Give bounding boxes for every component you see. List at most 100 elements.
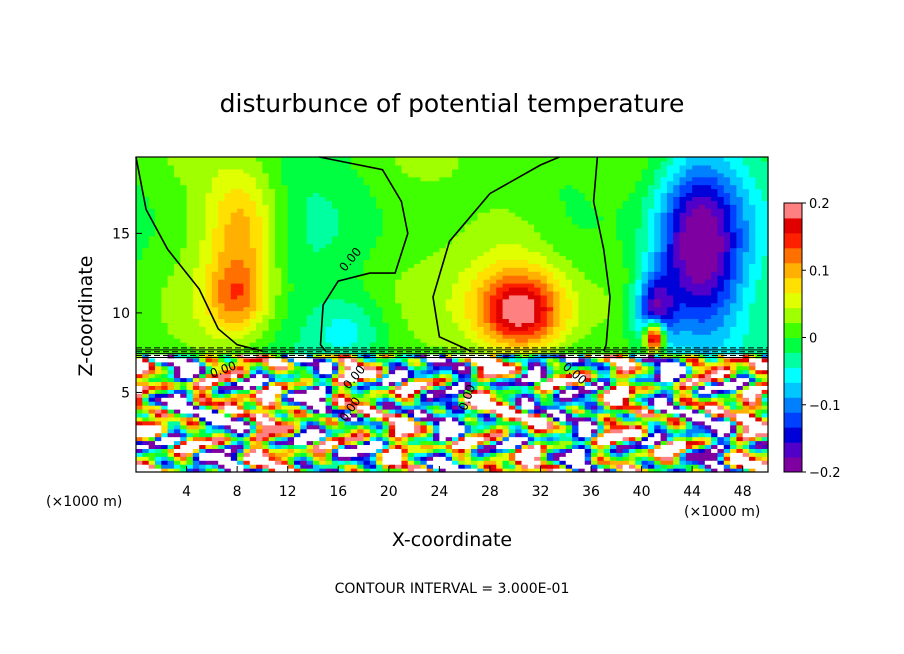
heatmap-cell [344,444,352,449]
heatmap-cell [660,401,668,406]
heatmap-cell [357,365,365,371]
heatmap-cell [414,456,421,461]
heatmap-cell [597,365,605,371]
heatmap-cell [306,353,314,359]
heatmap-cell [458,389,466,394]
heatmap-cell [148,468,156,473]
heatmap-cell [515,357,523,363]
heatmap-cell [565,357,573,363]
heatmap-cell [654,365,662,371]
heatmap-cell [610,286,617,292]
heatmap-cell [433,409,440,414]
heatmap-cell [426,412,434,418]
heatmap-cell [369,428,377,434]
heatmap-cell [445,460,453,465]
heatmap-cell [597,369,605,375]
heatmap-cell [319,381,327,386]
heatmap-cell [477,444,485,449]
heatmap-cell [622,424,630,430]
heatmap-cell [685,330,693,335]
heatmap-cell [635,452,643,457]
heatmap-cell [660,405,668,410]
heatmap-cell [749,290,756,296]
heatmap-cell [464,428,472,434]
heatmap-cell [660,318,668,323]
heatmap-cell [622,298,630,304]
heatmap-cell [470,369,478,375]
heatmap-cell [331,397,339,402]
heatmap-cell [508,334,516,339]
heatmap-cell [534,436,542,442]
heatmap-cell [723,409,731,414]
heatmap-cell [205,460,213,465]
heatmap-cell [142,353,150,359]
heatmap-cell [136,420,143,426]
heatmap-cell [464,369,472,375]
heatmap-cell [742,416,750,422]
heatmap-cell [230,424,238,430]
heatmap-cell [275,306,282,312]
heatmap-cell [173,416,181,422]
heatmap-cell [142,290,150,296]
heatmap-cell [363,397,371,402]
heatmap-cell [749,412,756,418]
heatmap-cell [205,342,213,347]
heatmap-cell [597,318,605,323]
heatmap-cell [325,448,333,453]
heatmap-cell [685,365,693,371]
heatmap-cell [647,310,655,316]
heatmap-cell [483,412,491,418]
heatmap-cell [445,452,453,457]
heatmap-cell [249,464,257,469]
heatmap-cell [584,468,592,473]
heatmap-cell [508,310,516,316]
heatmap-cell [420,385,428,390]
heatmap-cell [673,330,681,335]
heatmap-cell [186,373,194,379]
heatmap-cell [445,444,453,449]
heatmap-cell [180,342,188,347]
heatmap-cell [685,286,693,292]
heatmap-cell [483,428,491,434]
heatmap-cell [180,389,188,394]
heatmap-cell [546,326,554,331]
heatmap-cell [483,298,491,304]
heatmap-cell [148,409,156,414]
heatmap-cell [161,353,169,359]
heatmap-cell [572,306,579,312]
heatmap-cell [572,349,579,355]
heatmap-cell [237,326,245,331]
heatmap-cell [610,365,617,371]
heatmap-cell [464,456,472,461]
heatmap-cell [628,456,636,461]
heatmap-cell [363,401,371,406]
heatmap-cell [635,464,643,469]
heatmap-cell [736,365,744,371]
heatmap-cell [382,342,390,347]
heatmap-cell [470,381,478,386]
heatmap-cell [597,464,605,469]
heatmap-cell [761,326,769,331]
heatmap-cell [464,279,472,284]
heatmap-cell [205,424,213,430]
heatmap-cell [730,377,737,383]
heatmap-cell [673,393,681,398]
heatmap-cell [281,365,289,371]
heatmap-cell [369,397,377,402]
heatmap-cell [350,460,358,465]
heatmap-cell [224,432,232,438]
heatmap-cell [647,373,655,379]
heatmap-cell [148,290,156,296]
heatmap-cell [281,397,289,402]
heatmap-cell [300,460,308,465]
heatmap-cell [382,452,390,457]
heatmap-cell [730,322,737,327]
heatmap-cell [610,405,617,410]
heatmap-cell [262,440,270,446]
heatmap-cell [312,334,320,339]
heatmap-cell [192,468,200,473]
heatmap-cell [496,444,504,449]
heatmap-cell [610,440,617,446]
heatmap-cell [483,373,491,379]
heatmap-cell [578,283,586,288]
